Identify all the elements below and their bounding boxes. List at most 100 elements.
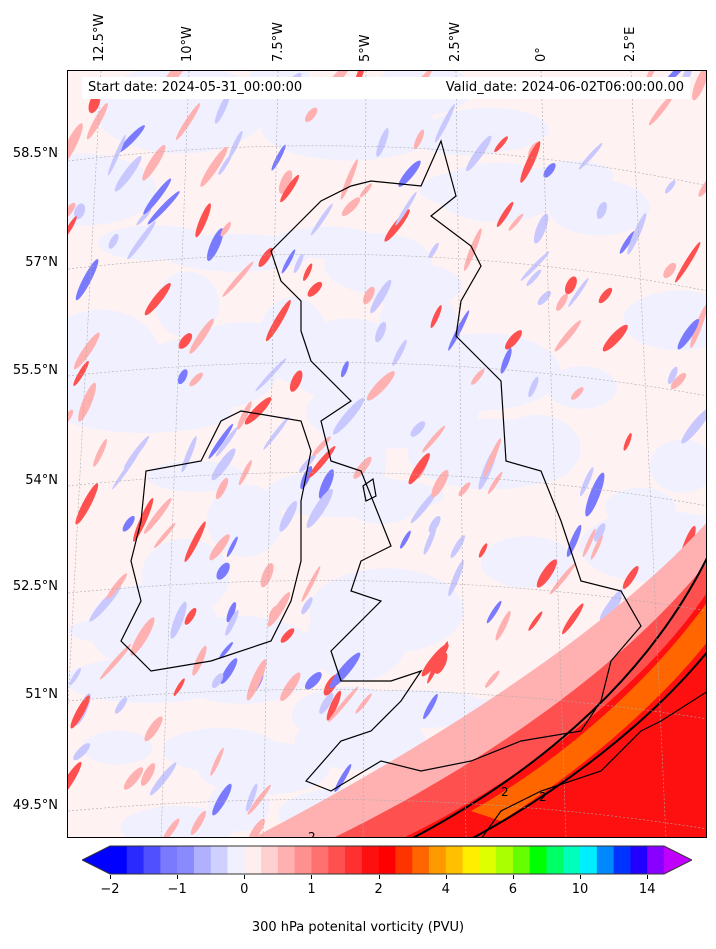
positive-pv-streak — [280, 672, 301, 702]
negative-pv-streak — [537, 290, 551, 306]
negative-pv-streak — [69, 668, 81, 686]
positive-pv-streak — [75, 483, 99, 525]
positive-pv-streak — [175, 103, 201, 141]
positive-pv-streak — [200, 146, 228, 187]
positive-pv-streak — [189, 318, 214, 354]
positive-pv-streak — [408, 453, 430, 485]
negative-pv-streak — [114, 696, 128, 714]
lon-label: 5°W — [358, 34, 373, 62]
positive-pv-streak — [70, 695, 90, 729]
negative-pv-streak — [423, 525, 437, 555]
negative-pv-streak — [533, 213, 549, 244]
colorbar-tick-mark — [110, 875, 111, 879]
negative-pv-streak — [211, 448, 236, 481]
positive-pv-streak — [222, 261, 254, 297]
colorbar-tick-label: −1 — [167, 882, 187, 897]
colorbar-segment — [345, 846, 363, 874]
negative-pv-streak — [216, 562, 230, 580]
colorbar-segment — [529, 846, 547, 874]
positive-pv-streak — [195, 203, 211, 238]
weak-negative-pv-area — [82, 730, 153, 765]
positive-pv-streak — [430, 305, 442, 329]
positive-pv-streak — [93, 439, 108, 467]
lon-label: 7.5°W — [271, 21, 286, 62]
lat-label: 51°N — [25, 687, 58, 702]
negative-pv-streak — [376, 128, 389, 157]
positive-pv-streak — [528, 611, 543, 631]
positive-pv-streak — [341, 197, 361, 216]
weak-negative-pv-area — [68, 309, 160, 400]
negative-pv-streak — [664, 180, 676, 194]
positive-pv-streak — [536, 559, 557, 588]
positive-pv-streak — [363, 286, 375, 304]
positive-pv-streak — [142, 144, 166, 181]
positive-pv-streak — [162, 818, 180, 837]
negative-pv-streak — [428, 242, 439, 259]
negative-pv-streak — [108, 233, 119, 249]
negative-pv-streak — [74, 203, 86, 220]
colorbar-tick-label: 1 — [307, 882, 316, 897]
negative-pv-streak — [177, 369, 188, 385]
positive-pv-streak — [359, 183, 372, 198]
negative-pv-streak — [228, 130, 243, 158]
colorbar-tick-label: 10 — [571, 882, 589, 897]
colorbar-segment — [261, 846, 279, 874]
coastlines — [120, 139, 706, 837]
positive-pv-streak — [154, 522, 176, 549]
positive-pv-streak — [556, 293, 568, 311]
negative-pv-streak — [170, 601, 187, 639]
positive-pv-streak — [571, 387, 584, 400]
positive-pv-streak — [246, 659, 267, 701]
positive-pv-streak — [99, 643, 132, 680]
negative-pv-streak — [677, 319, 699, 350]
negative-pv-streak — [220, 658, 238, 684]
negative-pv-streak — [143, 178, 172, 215]
lon-label: 12.5°W — [92, 13, 107, 62]
weak-negative-pv-area — [273, 226, 381, 259]
positive-pv-streak — [431, 469, 449, 498]
negative-pv-streak — [466, 135, 492, 172]
colorbar-segment — [227, 846, 245, 874]
negative-pv-streak — [279, 500, 298, 532]
colorbar-segment — [647, 846, 665, 874]
colorbar-segment — [563, 846, 581, 874]
colorbar-segment — [479, 846, 497, 874]
positive-pv-streak — [244, 397, 272, 425]
weak-negative-pv-area — [492, 415, 581, 483]
negative-pv-streak — [123, 435, 150, 469]
colorbar-tick-label: 0 — [240, 882, 249, 897]
negative-pv-streak — [206, 228, 224, 261]
contour-label: 2 — [539, 790, 547, 804]
colorbar-tick-label: 14 — [638, 882, 656, 897]
negative-pv-streak — [500, 348, 512, 374]
positive-pv-streak — [215, 477, 229, 500]
positive-pv-streak — [289, 370, 303, 392]
negative-pv-streak — [568, 278, 589, 307]
negative-pv-streak — [281, 249, 296, 274]
positive-pv-streak — [210, 747, 224, 776]
positive-pv-streak — [602, 324, 628, 352]
colorbar-tick-mark — [378, 875, 380, 879]
colorbar-tick-mark — [512, 875, 514, 879]
positive-pv-streak — [303, 263, 313, 281]
negative-pv-streak — [211, 673, 224, 689]
negative-pv-streak — [340, 361, 349, 378]
positive-pv-streak — [86, 102, 108, 140]
contour-label: 2 — [501, 785, 509, 799]
colorbar-segment — [110, 846, 128, 874]
positive-pv-streak — [301, 566, 321, 603]
colorbar-segment — [630, 846, 648, 874]
positive-pv-streak — [280, 174, 300, 203]
positive-pv-streak — [549, 562, 576, 595]
positive-pv-streak — [123, 767, 144, 790]
colorbar-segment — [546, 846, 564, 874]
negative-pv-streak — [73, 743, 91, 761]
colorbar-over-extension — [664, 846, 692, 874]
lat-label: 57°N — [25, 255, 58, 270]
negative-pv-streak — [520, 251, 550, 281]
positive-pv-streak — [280, 628, 295, 643]
weak-negative-pv-area — [360, 263, 463, 308]
negative-pv-streak — [579, 467, 594, 497]
positive-pv-streak — [73, 360, 89, 387]
positive-pv-streak — [190, 810, 206, 835]
